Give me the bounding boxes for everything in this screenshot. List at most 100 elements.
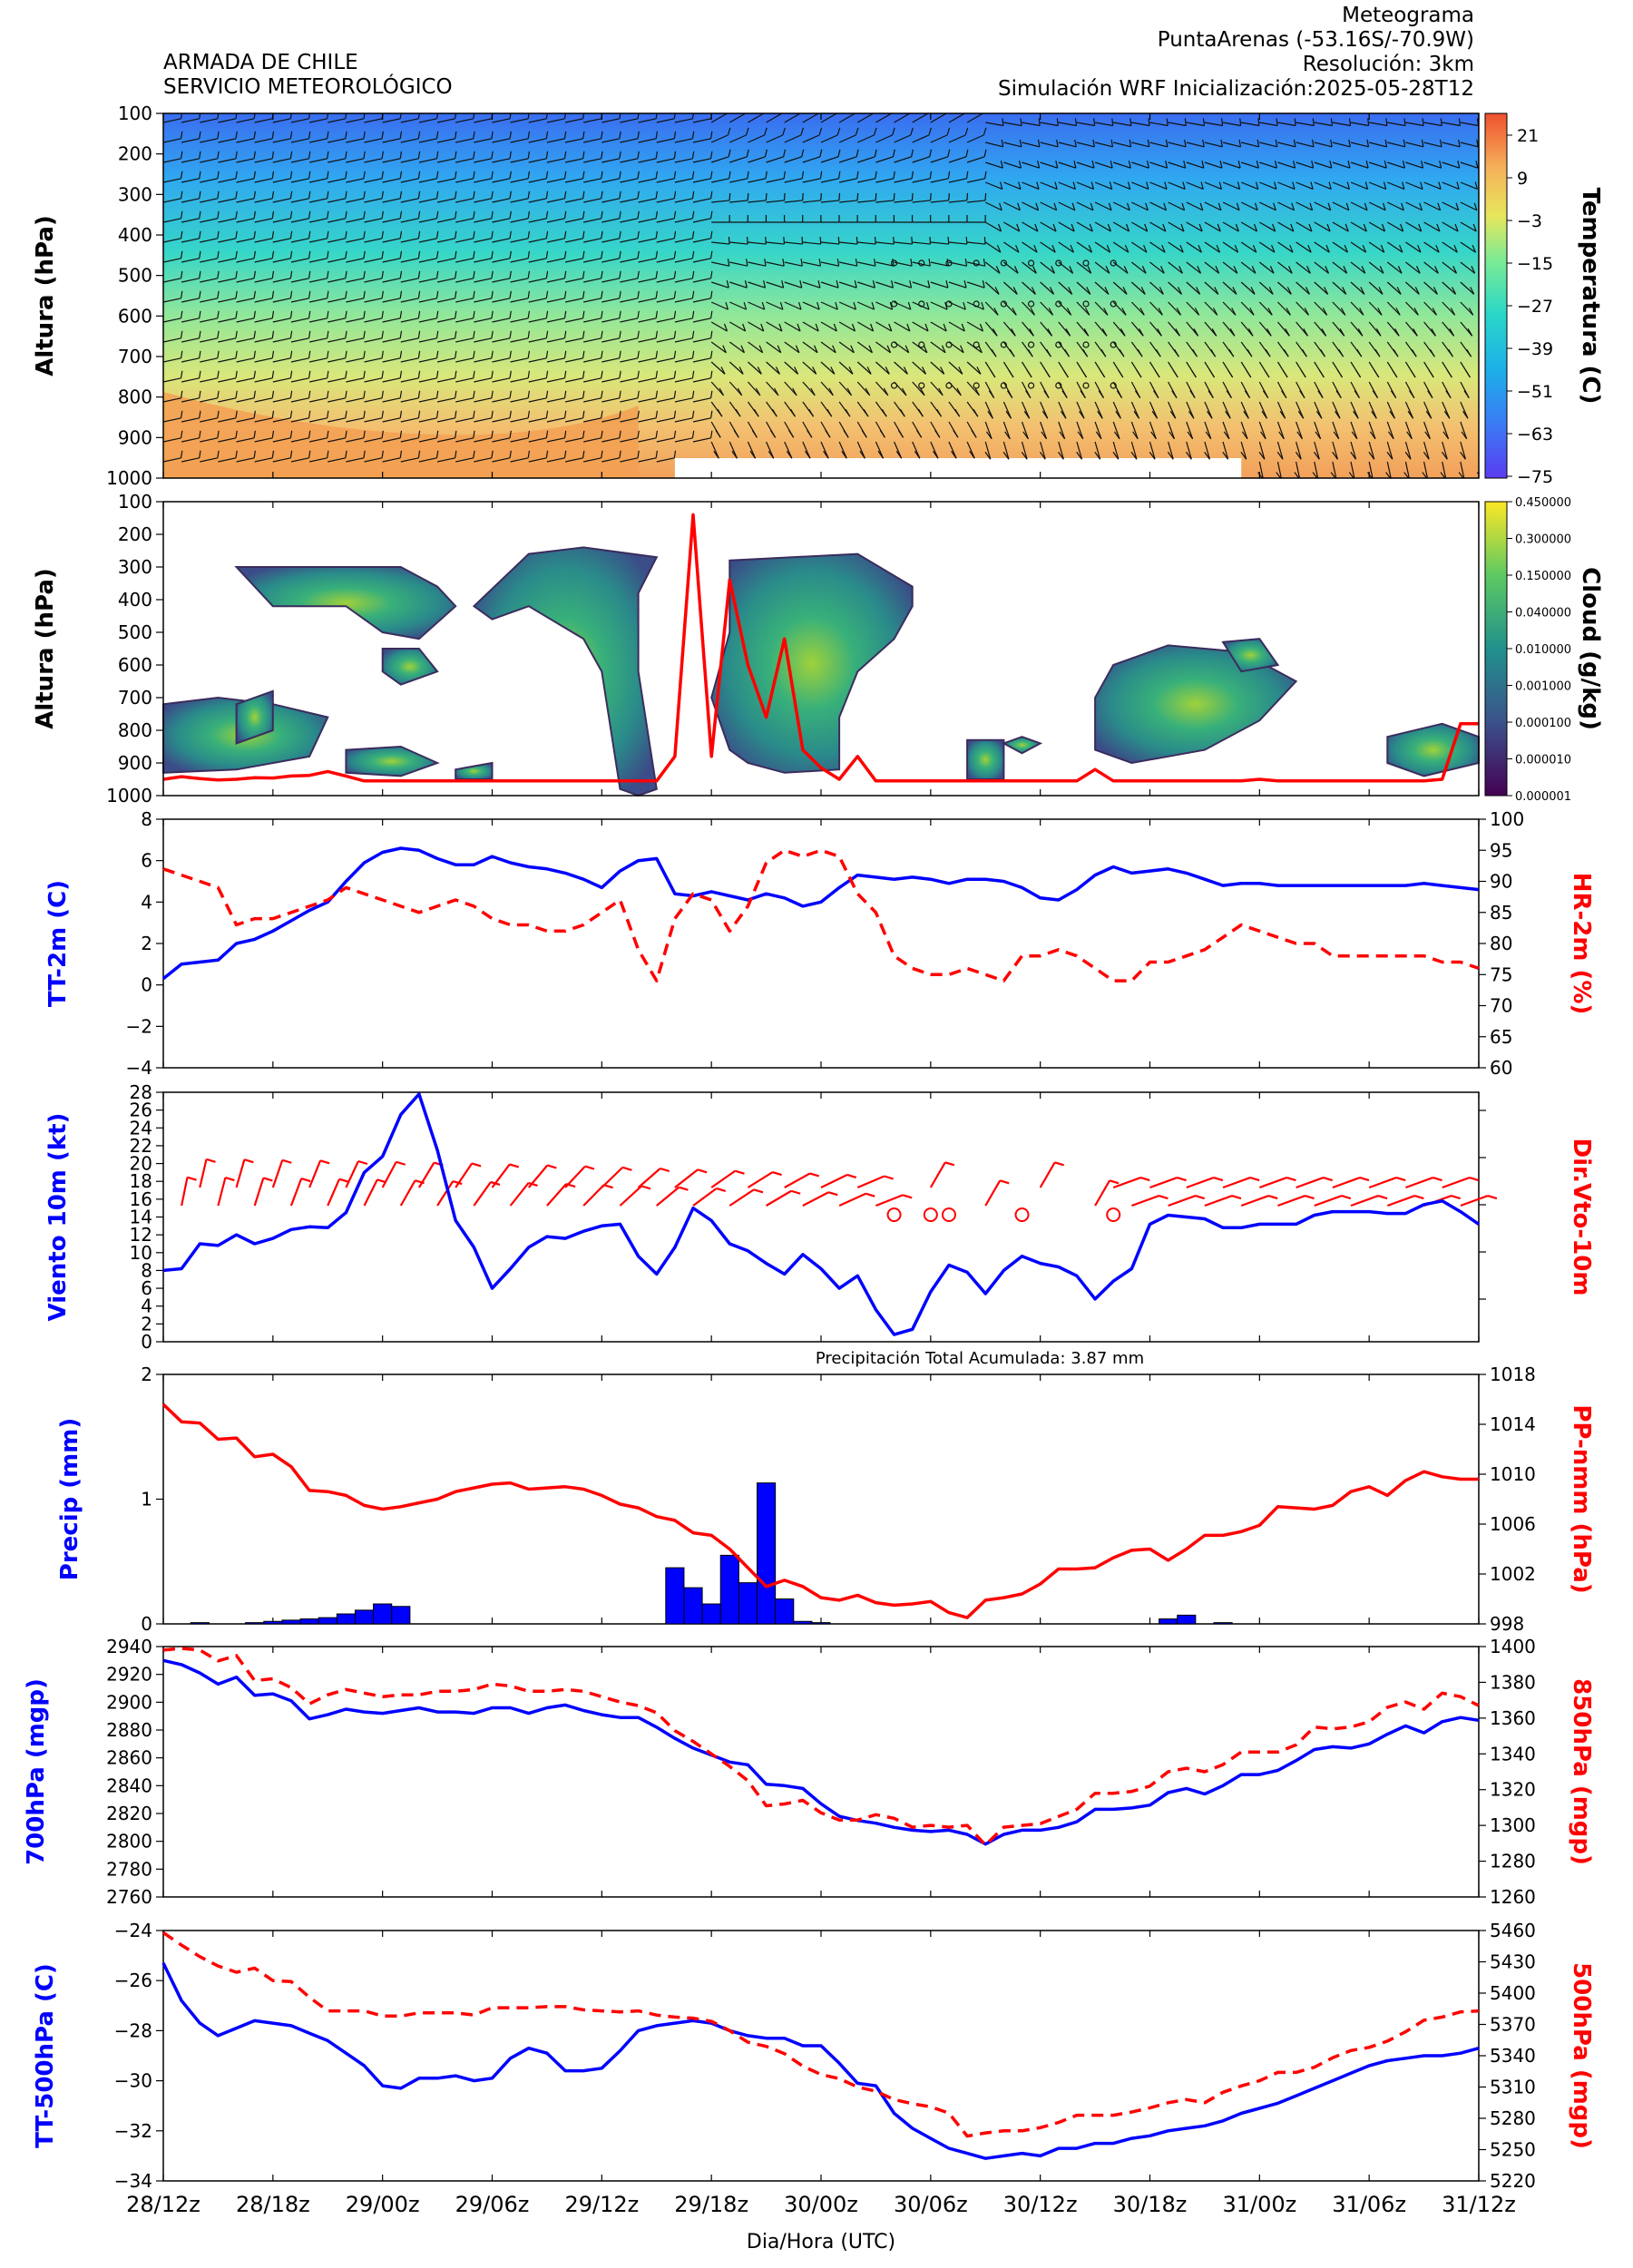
wind-barb-flag bbox=[1134, 390, 1141, 398]
wind-barb-flag bbox=[1293, 161, 1296, 169]
wind-barb bbox=[620, 298, 639, 303]
wind-barb bbox=[236, 357, 255, 363]
wind-dir-barb-flag bbox=[396, 1160, 406, 1166]
tt2m-ylabel: TT-2m (C) bbox=[44, 880, 72, 1007]
wind-barb bbox=[1350, 221, 1367, 232]
wind-barb bbox=[1460, 181, 1478, 191]
wind-dir-barb-flag bbox=[528, 1181, 538, 1188]
wind-ylabel: Viento 10m (kt) bbox=[44, 1113, 72, 1322]
wind-dir-barb bbox=[1442, 1177, 1471, 1189]
x-tick-label: 30/06z bbox=[894, 2192, 968, 2217]
wind-barb bbox=[181, 437, 200, 443]
wind-barb-flag bbox=[932, 450, 939, 459]
wind-barb-flag bbox=[1132, 431, 1139, 440]
wind-barb-flag bbox=[217, 370, 220, 378]
wind-barb bbox=[1423, 441, 1430, 460]
cloud-area bbox=[455, 761, 494, 780]
wind-barb-flag bbox=[1392, 369, 1398, 378]
t500-ytick-label: −28 bbox=[114, 2019, 152, 2041]
wind-barb bbox=[364, 417, 383, 423]
wind-barb-flag bbox=[1145, 202, 1149, 210]
wind-barb-flag bbox=[905, 345, 910, 353]
wind-barb-flag bbox=[1383, 181, 1387, 190]
wind-barb-flag bbox=[1366, 472, 1373, 478]
wind-barb bbox=[583, 158, 601, 163]
wind-barb bbox=[802, 156, 821, 163]
wind-barb-flag bbox=[1402, 181, 1405, 190]
location-label: PuntaArenas (-53.16S/-70.9W) bbox=[1157, 28, 1474, 52]
wind-barb bbox=[272, 198, 291, 203]
wind-barb-flag bbox=[545, 370, 549, 378]
wind-barb-flag bbox=[1111, 118, 1114, 126]
wind-barb bbox=[418, 397, 437, 403]
wind-barb bbox=[802, 261, 821, 267]
wind-barb-flag bbox=[1100, 348, 1107, 357]
wind-barb bbox=[1002, 281, 1018, 295]
wind-barb-flag bbox=[381, 131, 384, 139]
wind-barb-flag bbox=[417, 390, 421, 398]
wind-barb-flag bbox=[673, 270, 677, 279]
calm-marker bbox=[918, 382, 925, 389]
wind-barb bbox=[1002, 401, 1012, 419]
wind-barb-flag bbox=[289, 131, 293, 139]
wind-barb-flag bbox=[1281, 390, 1287, 398]
wind-barb bbox=[692, 238, 711, 243]
wind-barb bbox=[656, 218, 675, 223]
wind-dir-barb bbox=[784, 1172, 811, 1188]
wind-barb bbox=[802, 178, 821, 183]
precip-bar bbox=[354, 1609, 375, 1625]
wind-barb-flag bbox=[1002, 451, 1010, 460]
precip-bar bbox=[281, 1619, 301, 1625]
wind-barb bbox=[1112, 441, 1120, 460]
wind-barb-flag bbox=[289, 250, 293, 259]
wind-barb bbox=[692, 278, 711, 283]
wind-barb bbox=[1460, 281, 1475, 295]
wind-barb-flag bbox=[582, 171, 585, 179]
wind-barb-flag bbox=[1144, 223, 1149, 232]
wind-barb-flag bbox=[509, 310, 512, 318]
wind-dir-barb-flag bbox=[357, 1159, 368, 1166]
wind-barb-flag bbox=[769, 429, 777, 438]
wind-barb-flag bbox=[235, 230, 238, 239]
wind-barb bbox=[474, 377, 493, 383]
precip-bar bbox=[245, 1622, 265, 1625]
wind-barb-flag bbox=[709, 330, 713, 338]
wind-barb-flag bbox=[491, 250, 494, 259]
cloud-area bbox=[472, 546, 659, 797]
wind-barb bbox=[748, 281, 766, 288]
wind-barb-flag bbox=[1325, 266, 1330, 274]
wind-barb bbox=[1003, 181, 1022, 191]
wind-barb-flag bbox=[1300, 369, 1306, 378]
wind-barb-flag bbox=[435, 370, 439, 378]
wind-barb bbox=[436, 417, 455, 423]
wind-barb-flag bbox=[1480, 432, 1485, 439]
wind-ytick-label: 4 bbox=[141, 1295, 152, 1317]
wind-dir-barb bbox=[856, 1175, 885, 1189]
precip-bar bbox=[665, 1567, 685, 1625]
wind-barb bbox=[436, 437, 455, 443]
wind-barb bbox=[308, 258, 328, 263]
wind-barb bbox=[711, 261, 729, 267]
wind-barb-flag bbox=[1452, 266, 1458, 274]
wind-barb-flag bbox=[601, 151, 603, 159]
wind-barb-flag bbox=[691, 210, 695, 219]
wind-barb-flag bbox=[1226, 390, 1232, 398]
wind-barb-flag bbox=[582, 450, 585, 458]
wind-barb bbox=[492, 158, 511, 163]
wind-barb-flag bbox=[765, 171, 768, 179]
wind-barb bbox=[1423, 241, 1440, 253]
calm-marker bbox=[890, 259, 898, 267]
wind-barb-flag bbox=[1309, 202, 1314, 210]
wind-barb bbox=[1222, 261, 1238, 274]
wind-barb bbox=[1460, 161, 1479, 169]
wind-barb-flag bbox=[509, 410, 512, 418]
wind-barb bbox=[1186, 441, 1192, 460]
wind-barb bbox=[1404, 401, 1414, 419]
wind-barb bbox=[638, 118, 657, 123]
wind-barb-flag bbox=[253, 410, 256, 418]
wind-barb-flag bbox=[818, 127, 823, 136]
wind-barb bbox=[894, 361, 908, 375]
wind-barb bbox=[382, 417, 401, 423]
wind-barb-flag bbox=[928, 113, 929, 114]
wind-barb-flag bbox=[1165, 161, 1169, 169]
